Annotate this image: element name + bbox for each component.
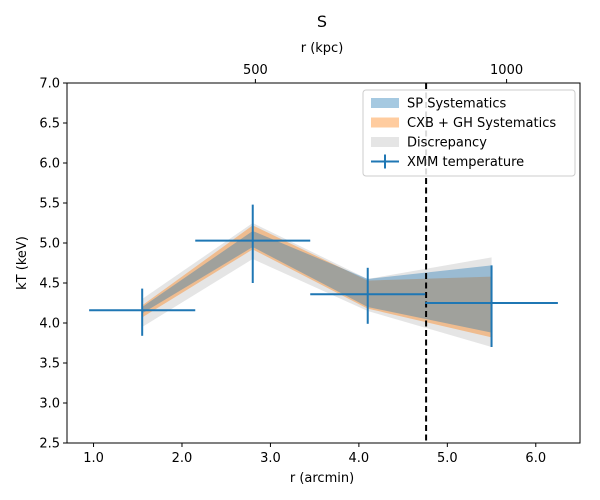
y-tick-label-10: 7.0 bbox=[39, 77, 60, 92]
legend-item-discrepancy-swatch bbox=[371, 137, 399, 147]
legend-item-sp-systematics-swatch bbox=[371, 98, 399, 108]
band-discrepancy bbox=[142, 223, 492, 347]
legend-item-xmm-temperature-label: XMM temperature bbox=[407, 155, 524, 170]
x-axis-label: r (arcmin) bbox=[290, 471, 354, 486]
y-tick-label-4: 4.0 bbox=[39, 317, 60, 332]
y-tick-label-9: 6.5 bbox=[39, 117, 60, 132]
y-axis-label: kT (keV) bbox=[15, 236, 30, 290]
legend-item-discrepancy-label: Discrepancy bbox=[407, 136, 487, 151]
top-axis-label: r (kpc) bbox=[301, 41, 344, 56]
x-tick-label-3: 3.0 bbox=[260, 451, 281, 466]
plot-frame bbox=[66, 82, 581, 444]
band-sp-systematics bbox=[142, 231, 492, 333]
legend-item-sp-systematics-label: SP Systematics bbox=[407, 97, 507, 112]
x-tick-label-2: 2.0 bbox=[172, 451, 193, 466]
x-tick-label-1: 1.0 bbox=[83, 451, 104, 466]
y-tick-label-5: 4.5 bbox=[39, 277, 60, 292]
legend-item-cxb-gh-systematics-swatch bbox=[371, 117, 399, 128]
legend-item-cxb-gh-systematics-label: CXB + GH Systematics bbox=[407, 116, 556, 131]
top-tick-label-2: 1000 bbox=[490, 63, 523, 78]
x-tick-label-6: 6.0 bbox=[525, 451, 546, 466]
top-tick-label-1: 500 bbox=[243, 63, 268, 78]
x-tick-label-4: 4.0 bbox=[349, 451, 370, 466]
band-cxb-gh-systematics bbox=[142, 225, 492, 338]
x-tick-label-5: 5.0 bbox=[437, 451, 458, 466]
legend: SP Systematics CXB + GH Systematics Discre… bbox=[362, 89, 576, 177]
y-tick-label-6: 5.0 bbox=[39, 237, 60, 252]
chart-title: S bbox=[317, 12, 327, 31]
y-tick-label-7: 5.5 bbox=[39, 197, 60, 212]
y-tick-label-2: 3.0 bbox=[39, 397, 60, 412]
y-tick-label-1: 2.5 bbox=[39, 437, 60, 452]
y-tick-label-8: 6.0 bbox=[39, 157, 60, 172]
y-tick-label-3: 3.5 bbox=[39, 357, 60, 372]
legend-box bbox=[362, 89, 576, 177]
